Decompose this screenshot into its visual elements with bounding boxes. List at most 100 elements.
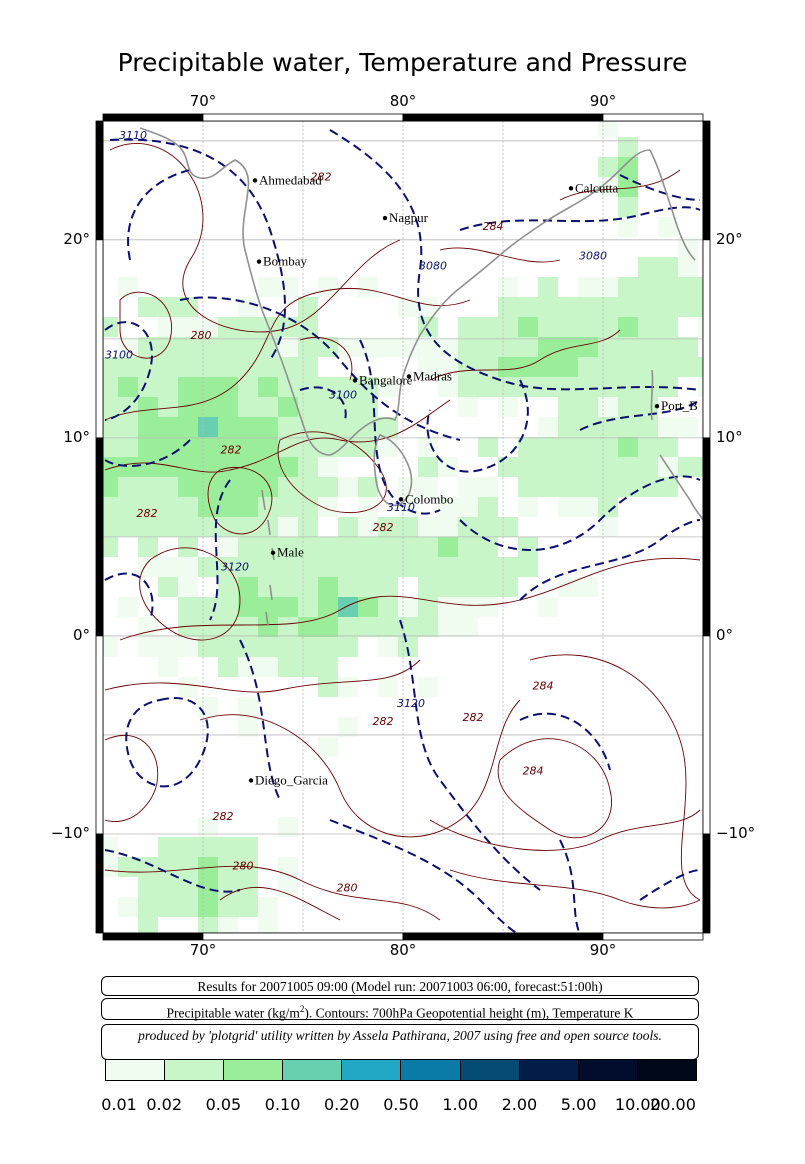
geopotential-contour: [109, 138, 286, 361]
geopotential-contour: [579, 399, 701, 431]
tick-label: 20°: [63, 229, 90, 248]
precip-cell: [498, 277, 518, 297]
precip-cell: [538, 437, 558, 457]
precip-cell: [538, 597, 558, 617]
contour-label: 3120: [221, 561, 249, 574]
precip-cell: [178, 577, 198, 597]
precip-cell: [178, 517, 198, 537]
precip-cell: [158, 577, 178, 597]
precip-cell: [538, 317, 558, 337]
precip-cell: [678, 297, 698, 317]
precip-cell: [458, 337, 478, 357]
precip-cell: [278, 497, 298, 517]
precip-cell: [138, 897, 158, 917]
precip-cell: [138, 297, 158, 317]
precip-cell: [318, 637, 338, 657]
geopotential-contour: [329, 819, 519, 933]
precip-cell: [118, 417, 138, 437]
precip-cell: [498, 397, 518, 417]
precip-cell: [118, 457, 138, 477]
city-label: Bombay: [263, 254, 308, 269]
precip-cell: [478, 437, 498, 457]
colorbar-label: 0.10: [264, 1095, 301, 1114]
precip-cell: [218, 437, 238, 457]
precip-cell: [278, 657, 298, 677]
precip-cell: [458, 537, 478, 557]
precip-cell: [178, 597, 198, 617]
precip-cell: [458, 317, 478, 337]
precip-cell: [598, 437, 618, 457]
precip-cell: [178, 677, 198, 697]
temperature-contour: [529, 654, 701, 901]
precip-cell: [658, 357, 678, 377]
precip-cell: [418, 337, 438, 357]
precip-cell: [378, 337, 398, 357]
precip-cell: [118, 897, 138, 917]
tick-label: −10°: [50, 823, 90, 842]
border-band: [402, 113, 604, 122]
precip-cell: [518, 457, 538, 477]
precip-cell: [438, 557, 458, 577]
precip-cell: [138, 517, 158, 537]
precip-cell: [378, 417, 398, 437]
colorbar-label: 5.00: [560, 1095, 597, 1114]
precip-cell: [258, 897, 278, 917]
precip-cell: [138, 497, 158, 517]
precip-cell: [238, 637, 258, 657]
temperature-contour: [119, 291, 172, 359]
precip-cell: [638, 257, 658, 277]
precip-cell: [618, 417, 638, 437]
precip-cell: [658, 477, 678, 497]
precip-cell: [638, 477, 658, 497]
precip-cell: [258, 657, 278, 677]
colorbar-label: 2.00: [501, 1095, 538, 1114]
geopotential-contour: [179, 296, 461, 441]
precip-cell: [538, 297, 558, 317]
precip-cell: [498, 517, 518, 537]
tick-label: −10°: [716, 823, 756, 842]
precip-cell: [298, 577, 318, 597]
precip-cell: [103, 357, 118, 377]
precip-cell: [158, 417, 178, 437]
colorbar-segment: [106, 1060, 166, 1080]
geopotential-contour: [399, 619, 541, 891]
precip-cell: [118, 277, 138, 297]
precip-cell: [158, 437, 178, 457]
precip-cell: [658, 437, 678, 457]
precip-cell: [178, 837, 198, 857]
precip-cell: [418, 357, 438, 377]
precip-cell: [398, 517, 418, 537]
temperature-contour: [104, 734, 159, 823]
precip-cell: [478, 477, 498, 497]
precip-cell: [558, 417, 578, 437]
precip-cell: [458, 577, 478, 597]
precip-cell: [498, 557, 518, 577]
precip-cell: [518, 437, 538, 457]
precip-cell: [238, 377, 258, 397]
precip-cell: [238, 497, 258, 517]
precip-cell: [258, 497, 278, 517]
precip-cell: [258, 277, 278, 297]
precip-cell: [338, 517, 358, 537]
geopotential-contour: [239, 639, 281, 801]
tick-label: 10°: [63, 427, 90, 446]
contour-label: 282: [137, 507, 158, 520]
precip-cell: [278, 857, 298, 877]
precip-cell: [318, 497, 338, 517]
contour-label: 3110: [387, 501, 415, 514]
precip-cell: [103, 517, 118, 537]
geopotential-contour: [619, 174, 701, 201]
colorbar-label: 20.00: [650, 1095, 696, 1114]
precip-cell: [418, 537, 438, 557]
precip-cell: [158, 357, 178, 377]
city-marker: [252, 178, 258, 183]
precip-cell: [478, 337, 498, 357]
precip-cell: [238, 457, 258, 477]
precip-cell: [498, 337, 518, 357]
precip-cell: [218, 557, 238, 577]
contour-label: 282: [221, 444, 242, 457]
geopotential-contour: [519, 519, 701, 601]
precip-cell: [438, 617, 458, 637]
precip-cell: [278, 637, 298, 657]
precip-cell: [298, 597, 318, 617]
